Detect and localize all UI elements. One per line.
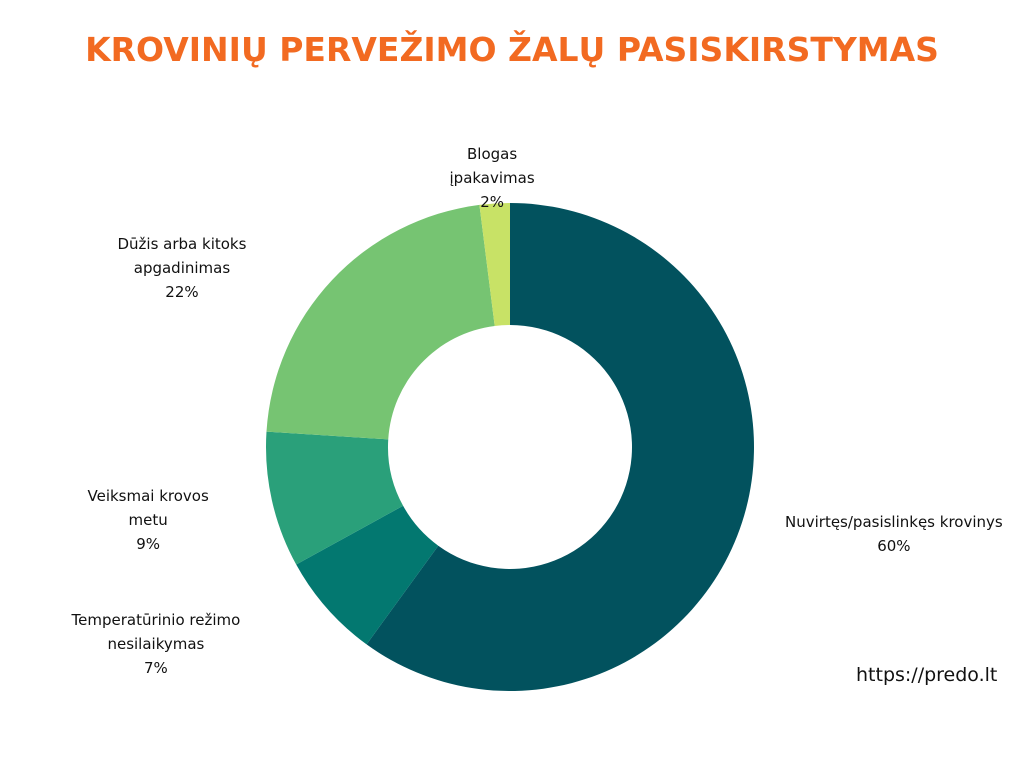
chart-title: KROVINIŲ PERVEŽIMO ŽALŲ PASISKIRSTYMAS <box>85 30 939 69</box>
donut-slice-1 <box>296 505 439 645</box>
slice-value-label: 2% <box>480 193 504 211</box>
slice-label-text: apgadinimas <box>133 259 231 277</box>
slice-label-text: Nuvirtęs/pasislinkęs krovinys <box>785 513 1003 531</box>
footer-url: https://predo.lt <box>856 664 998 686</box>
slice-label-text: metu <box>128 511 168 529</box>
slice-value-label: 9% <box>136 535 161 553</box>
slice-label-text: įpakavimas <box>449 169 535 187</box>
slice-label-text: Temperatūrinio režimo <box>71 611 241 629</box>
slice-value-label: 60% <box>877 537 911 555</box>
slice-label-text: Blogas <box>467 145 518 163</box>
slice-label-2: Veiksmai krovos metu 9% <box>88 484 209 556</box>
slice-label-1: Temperatūrinio režimo nesilaikymas 7% <box>72 608 241 680</box>
donut-slice-4 <box>479 203 510 326</box>
slice-label-4: Blogas įpakavimas 2% <box>450 142 535 214</box>
slice-value-label: 22% <box>165 283 199 301</box>
slice-label-3: Dūžis arba kitoks apgadinimas 22% <box>118 232 247 304</box>
slice-label-text: Veiksmai krovos <box>87 487 209 505</box>
slice-label-text: Dūžis arba kitoks <box>117 235 247 253</box>
donut-slice-2 <box>266 431 404 565</box>
donut-slice-3 <box>266 204 495 440</box>
donut-slice-0 <box>366 203 754 691</box>
slice-label-text: nesilaikymas <box>107 635 205 653</box>
slice-label-0: Nuvirtęs/pasislinkęs krovinys 60% <box>785 510 1003 558</box>
slice-value-label: 7% <box>144 659 168 677</box>
